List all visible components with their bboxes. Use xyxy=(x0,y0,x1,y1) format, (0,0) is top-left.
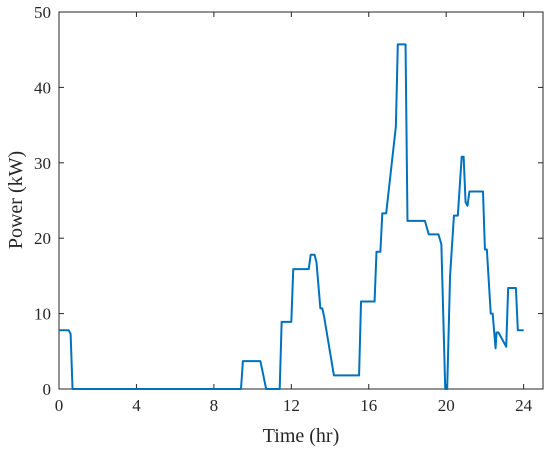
y-tick-label-2: 20 xyxy=(34,229,51,248)
y-axis-label: Power (kW) xyxy=(5,151,27,249)
x-axis-label: Time (hr) xyxy=(263,425,339,447)
x-tick-label-5: 20 xyxy=(438,396,455,415)
y-tick-label-3: 30 xyxy=(34,154,51,173)
y-tick-label-4: 40 xyxy=(34,78,51,97)
series-line xyxy=(59,43,524,390)
y-tick-label-0: 0 xyxy=(43,380,52,399)
tick-labels: 0 4 8 12 16 20 24 0 10 20 30 40 50 xyxy=(34,3,533,415)
plot-frame xyxy=(58,11,544,390)
y-tick-label-5: 50 xyxy=(34,3,51,22)
x-tick-label-4: 16 xyxy=(360,396,377,415)
x-tick-label-6: 24 xyxy=(515,396,533,415)
x-tick-label-2: 8 xyxy=(210,396,219,415)
plot-area xyxy=(58,11,544,390)
x-tick-label-0: 0 xyxy=(55,396,64,415)
tick-marks xyxy=(58,11,543,390)
y-tick-label-1: 10 xyxy=(34,305,51,324)
x-tick-label-1: 4 xyxy=(132,396,141,415)
x-tick-label-3: 12 xyxy=(283,396,300,415)
